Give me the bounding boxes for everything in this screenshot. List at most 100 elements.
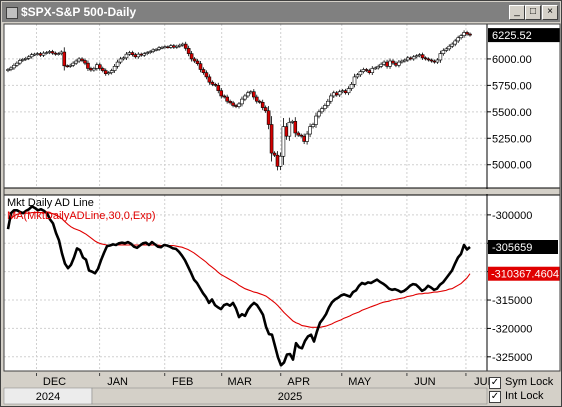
ad-last-badge xyxy=(488,239,558,254)
candle-body xyxy=(352,76,357,85)
candle-body xyxy=(397,61,401,66)
candle-body xyxy=(391,60,395,64)
candle-body xyxy=(302,135,306,142)
year-cell-2025 xyxy=(91,387,488,405)
candle-body xyxy=(222,95,226,98)
candle-body xyxy=(23,58,28,60)
candle-body xyxy=(337,91,342,96)
candle-body xyxy=(189,53,194,60)
candle-body xyxy=(118,58,123,63)
candle-body xyxy=(12,64,16,69)
candle-body xyxy=(26,56,31,59)
candle-body xyxy=(361,69,366,72)
close-button[interactable]: × xyxy=(542,5,558,20)
candle-body xyxy=(329,95,333,102)
candle-body xyxy=(41,52,46,56)
candle-body xyxy=(145,52,149,54)
ad-panel xyxy=(4,195,560,371)
month-tick-label: MAY xyxy=(348,376,372,388)
candle-body xyxy=(225,96,229,102)
candle-body xyxy=(172,45,176,48)
month-tick-label: FEB xyxy=(172,376,193,388)
candle-body xyxy=(308,126,312,135)
candle-body xyxy=(249,91,253,94)
candle-body xyxy=(207,76,212,83)
candle-body xyxy=(349,84,354,89)
candle-body xyxy=(314,115,318,125)
candle-body xyxy=(266,110,271,125)
int-lock-checkbox[interactable]: ✓ xyxy=(489,391,501,403)
candle-body xyxy=(112,66,117,71)
price-y-tick-label: 5000.00 xyxy=(492,160,532,172)
candle-body xyxy=(115,61,120,67)
candle-body xyxy=(296,132,301,136)
candle-body xyxy=(340,90,345,93)
price-y-tick-label: 5750.00 xyxy=(492,80,532,92)
candle-body xyxy=(148,51,152,53)
candle-body xyxy=(414,55,419,58)
candle-body xyxy=(80,58,84,61)
candle-body xyxy=(459,35,463,39)
candle-body xyxy=(453,40,457,45)
price-y-tick-label: 6000.00 xyxy=(492,54,532,66)
candle-body xyxy=(447,45,452,50)
candle-body xyxy=(400,60,404,63)
sym-lock-label: Sym Lock xyxy=(505,376,554,388)
ma-line xyxy=(7,212,471,328)
candle-body xyxy=(305,133,309,142)
candle-body xyxy=(109,70,114,73)
candle-body xyxy=(195,60,200,64)
candle-body xyxy=(133,54,138,58)
candle-body xyxy=(388,60,392,67)
panel-splitter xyxy=(4,189,560,194)
candle-body xyxy=(293,121,298,134)
candle-body xyxy=(284,126,289,137)
ad-line xyxy=(6,205,471,367)
candle-body xyxy=(192,58,197,62)
candle-body xyxy=(219,90,224,97)
candle-body xyxy=(166,46,170,49)
candle-body xyxy=(408,57,413,60)
ad-y-tick-label: -300000 xyxy=(492,210,532,222)
candle-body xyxy=(65,65,70,68)
candle-body xyxy=(317,111,321,117)
candle-body xyxy=(432,60,437,63)
month-tick-label: JAN xyxy=(107,376,128,388)
candle-body xyxy=(38,53,43,56)
candle-body xyxy=(21,59,25,61)
candle-body xyxy=(121,57,126,60)
candle-body xyxy=(367,70,372,73)
candle-body xyxy=(201,69,206,73)
ad-last-value: -305659 xyxy=(492,242,532,254)
year-label: 2025 xyxy=(278,391,302,403)
window-title: $SPX-S&P 500-Daily xyxy=(21,5,137,19)
candle-body xyxy=(423,57,428,60)
candle-body xyxy=(77,58,81,62)
minimize-button[interactable]: _ xyxy=(509,5,525,20)
candle-body xyxy=(183,43,188,49)
candle-body xyxy=(95,64,99,69)
sym-lock-checkbox[interactable]: ✓ xyxy=(489,377,501,389)
candle-body xyxy=(130,52,135,55)
restore-button[interactable]: □ xyxy=(525,5,541,20)
candle-body xyxy=(44,52,49,54)
candle-body xyxy=(379,63,383,67)
candle-body xyxy=(92,68,96,71)
candle-body xyxy=(468,33,472,36)
month-tick-label: MAR xyxy=(227,376,252,388)
candle-body xyxy=(290,121,295,123)
candle-body xyxy=(426,58,431,61)
candle-body xyxy=(370,68,375,73)
candle-body xyxy=(74,60,78,64)
candle-body xyxy=(180,43,185,46)
candle-body xyxy=(210,81,215,85)
ad-y-tick-label: -320000 xyxy=(492,323,532,335)
candle-body xyxy=(346,88,351,94)
candle-body xyxy=(9,67,13,70)
candle-body xyxy=(263,107,268,112)
title-bar[interactable]: $SPX-S&P 500-Daily _ □ × xyxy=(2,2,560,22)
candle-body xyxy=(136,53,141,58)
candle-body xyxy=(100,68,105,71)
candle-body xyxy=(83,60,87,64)
